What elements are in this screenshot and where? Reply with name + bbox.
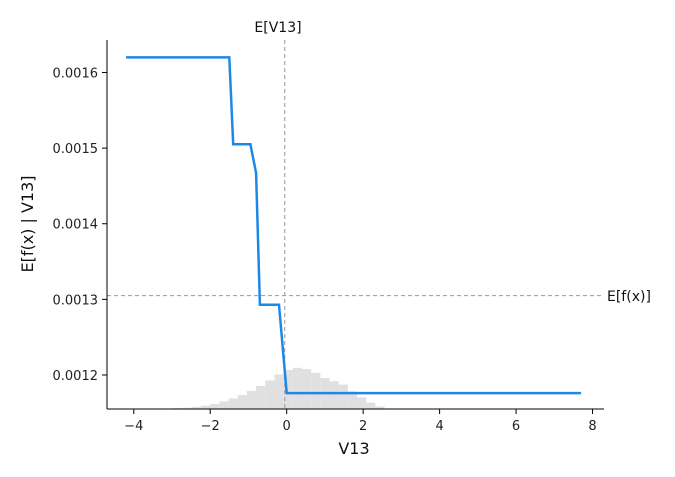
x-tick-label: −2 bbox=[201, 419, 220, 434]
tick-labels: −4 −2 0 2 4 6 8 0.0012 0.0013 0.0014 0.0015 0.0016 bbox=[53, 67, 597, 434]
histogram-bar bbox=[292, 367, 302, 409]
histogram-bar bbox=[283, 369, 293, 409]
dependence-line bbox=[126, 56, 582, 395]
histogram-bar bbox=[357, 397, 367, 409]
histogram-bar bbox=[338, 384, 348, 409]
y-axis-title: E[f(x) | V13] bbox=[18, 175, 37, 272]
y-tick-label: 0.0012 bbox=[53, 369, 99, 384]
histogram-bar bbox=[219, 401, 229, 409]
axes bbox=[102, 40, 604, 414]
x-tick-label: 0 bbox=[283, 419, 291, 434]
histogram-bar bbox=[256, 385, 266, 409]
x-tick-label: 2 bbox=[359, 419, 367, 434]
x-tick-label: 6 bbox=[512, 419, 520, 434]
histogram-bar bbox=[237, 395, 247, 409]
histogram-bar bbox=[182, 407, 192, 409]
histogram-bar bbox=[375, 406, 385, 409]
series-line bbox=[126, 56, 582, 395]
y-tick-label: 0.0014 bbox=[53, 218, 99, 233]
expected-output-label: E[f(x)] bbox=[607, 289, 651, 305]
y-tick-label: 0.0016 bbox=[53, 67, 99, 82]
histogram-bar bbox=[329, 381, 339, 409]
histogram-bar bbox=[366, 402, 376, 409]
histogram-bar bbox=[191, 406, 202, 409]
histogram-bar bbox=[228, 398, 238, 409]
x-tick-label: 4 bbox=[435, 419, 443, 434]
histogram-bar bbox=[210, 403, 220, 409]
histogram-bar bbox=[274, 374, 284, 409]
histogram-bar bbox=[311, 372, 321, 409]
x-tick-label: −4 bbox=[124, 419, 143, 434]
feature-histogram bbox=[164, 367, 385, 409]
histogram-bar bbox=[347, 391, 358, 409]
expected-feature-label: E[V13] bbox=[254, 20, 301, 36]
reference-lines bbox=[107, 40, 604, 409]
x-tick-label: 8 bbox=[588, 419, 596, 434]
x-axis-title: V13 bbox=[338, 439, 369, 458]
histogram-bar bbox=[246, 390, 257, 409]
histogram-bar bbox=[201, 405, 211, 409]
histogram-bar bbox=[301, 369, 312, 409]
y-tick-label: 0.0015 bbox=[53, 142, 99, 157]
y-tick-label: 0.0013 bbox=[53, 293, 99, 308]
histogram-bar bbox=[265, 380, 275, 409]
